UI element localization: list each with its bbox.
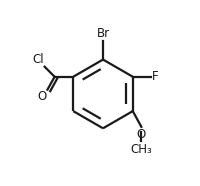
Text: Cl: Cl [32,53,44,66]
Text: O: O [37,90,47,103]
Text: Br: Br [96,27,109,40]
Text: F: F [151,70,158,83]
Text: O: O [136,128,145,141]
Text: CH₃: CH₃ [130,143,151,156]
